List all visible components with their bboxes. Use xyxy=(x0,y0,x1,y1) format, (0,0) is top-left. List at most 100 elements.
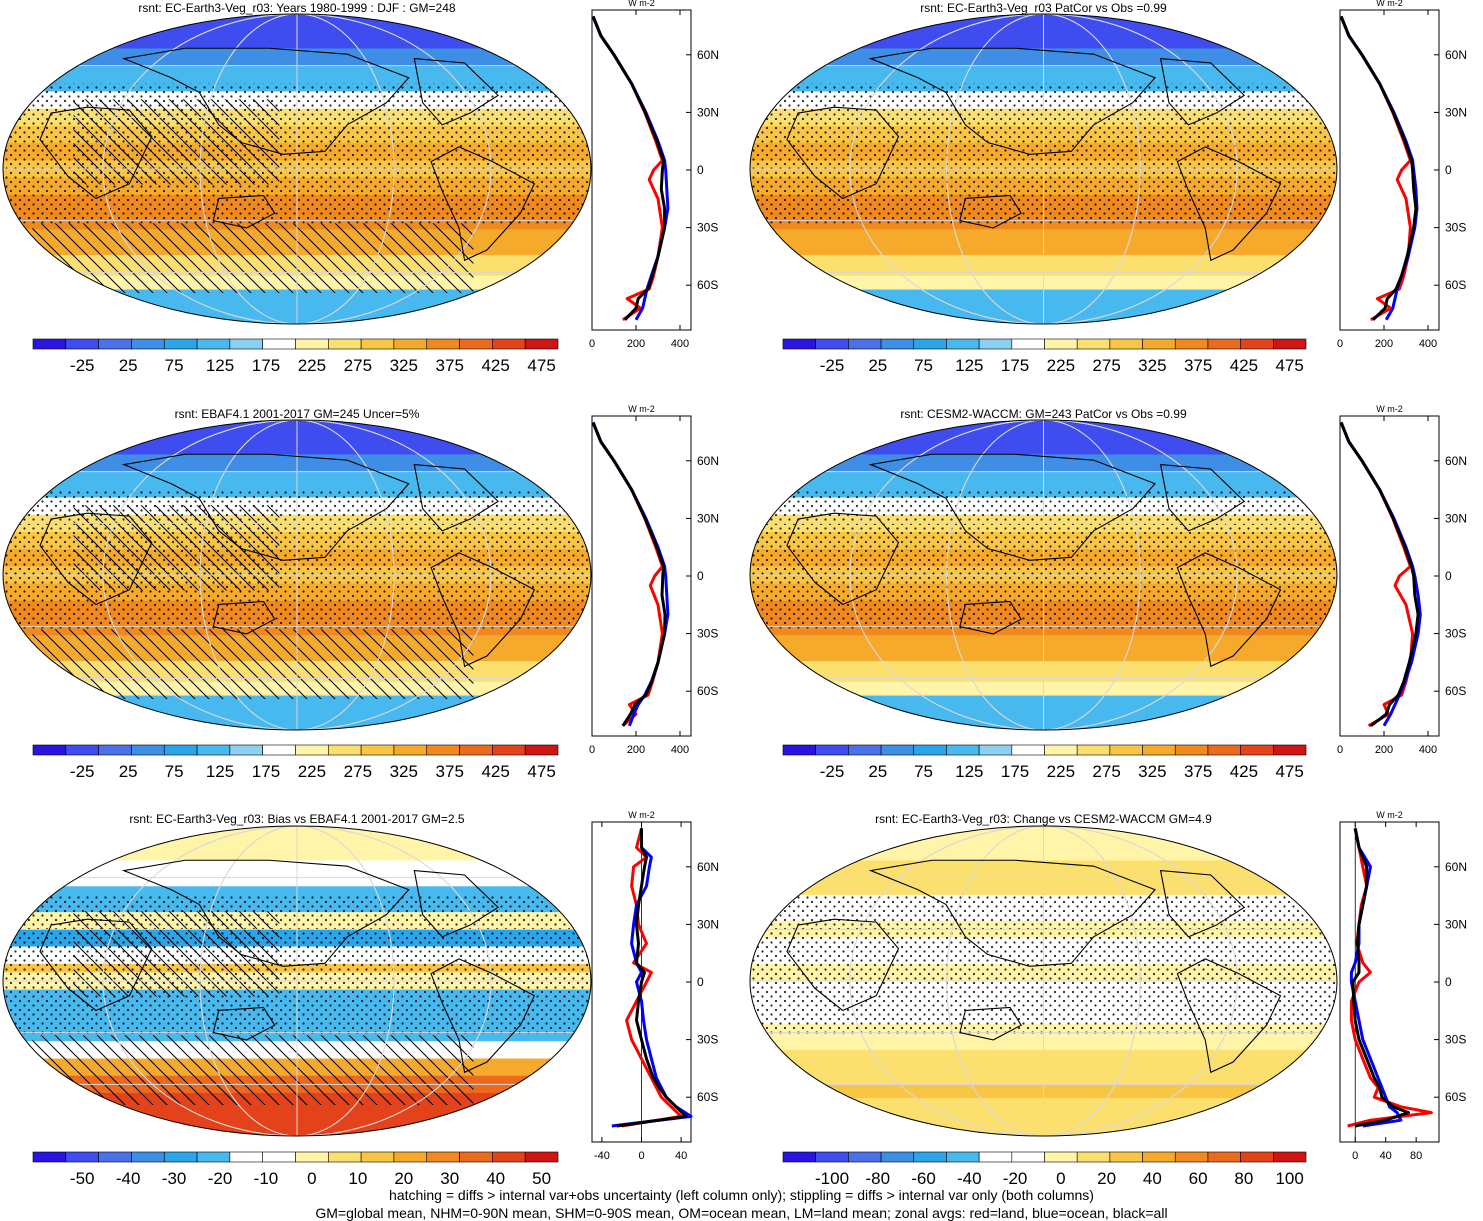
colorbar-5: -50 -40 -30 -20 -10 0 10 20 30 40 50 xyxy=(32,1151,559,1188)
colorbar-label: 125 xyxy=(206,762,234,781)
x-tick-label: 400 xyxy=(671,338,689,350)
colorbar-label: 325 xyxy=(1138,356,1166,375)
colorbar-1: -25 25 75 125 175 225 275 325 375 425 475 xyxy=(32,338,559,375)
colorbar-box xyxy=(459,338,493,350)
colorbar-box xyxy=(393,744,428,756)
hatch-region xyxy=(32,629,474,699)
panel-title-4: rsnt: CESM2-WACCM: GM=243 PatCor vs Obs … xyxy=(900,407,1187,421)
x-tick-label: 0 xyxy=(589,338,595,350)
lat-tick-label: 30S xyxy=(1445,221,1466,235)
lat-tick-label: 60N xyxy=(697,48,719,62)
colorbar-label: 275 xyxy=(1092,356,1120,375)
map-border xyxy=(2,419,592,731)
colorbar-label: -20 xyxy=(1003,1169,1028,1188)
colorbar-4: -25 25 75 125 175 225 275 325 375 425 475 xyxy=(782,744,1307,781)
colorbar-box xyxy=(32,744,67,756)
colorbar-box xyxy=(1142,744,1176,756)
gridline-lon xyxy=(199,14,395,324)
zonal-units: W m-2 xyxy=(628,810,655,820)
colorbar-box xyxy=(393,1151,428,1163)
colorbar-box xyxy=(1011,744,1045,756)
map-border xyxy=(749,825,1338,1137)
x-tick-label: 0 xyxy=(1352,1150,1358,1162)
colorbar-box xyxy=(229,744,263,756)
colorbar-box xyxy=(131,1151,165,1163)
gridline-lon xyxy=(102,14,492,324)
colorbar-box xyxy=(880,338,915,350)
x-tick-label: 200 xyxy=(1375,744,1393,756)
colorbar-box xyxy=(1240,1151,1274,1163)
coastline xyxy=(413,463,499,532)
colorbar-box xyxy=(1174,338,1209,350)
lat-tick-label: 60N xyxy=(697,454,719,468)
colorbar-label: 325 xyxy=(390,356,418,375)
lat-tick-label: 60S xyxy=(697,1090,718,1104)
colorbar-box xyxy=(262,744,296,756)
coastline xyxy=(121,453,410,561)
colorbar-box xyxy=(1044,1151,1078,1163)
hatch-region xyxy=(32,223,474,293)
colorbar-box xyxy=(196,744,231,756)
zonal-panel-1: 60N 30N 0 30S 60S 0 200 400 W m-2 xyxy=(589,0,719,350)
colorbar-box xyxy=(131,338,165,350)
lat-tick-label: 30N xyxy=(697,917,719,931)
colorbar-label: 30 xyxy=(440,1169,459,1188)
colorbar-box xyxy=(328,338,362,350)
x-tick-label: -40 xyxy=(594,1150,610,1162)
colorbar-box xyxy=(782,1151,816,1163)
colorbar-box xyxy=(815,1151,849,1163)
colorbar-label: 225 xyxy=(1047,762,1075,781)
colorbar-label: 40 xyxy=(1143,1169,1162,1188)
colorbar-box xyxy=(262,1151,296,1163)
colorbar-box xyxy=(163,744,198,756)
coastline xyxy=(959,194,1022,229)
gridline-lon xyxy=(102,826,492,1136)
colorbar-box xyxy=(163,338,198,350)
colorbar-label: -40 xyxy=(116,1169,141,1188)
colorbar-6: -100 -80 -60 -40 -20 0 20 40 60 80 100 xyxy=(782,1151,1307,1188)
zonal-line-black xyxy=(1339,15,1418,321)
colorbar-label: 475 xyxy=(1275,356,1303,375)
map-border xyxy=(2,825,592,1137)
coastline xyxy=(39,918,153,1012)
lat-tick-label: 60N xyxy=(1445,860,1467,874)
lat-tick-label: 30N xyxy=(697,105,719,119)
map-panel-4 xyxy=(749,419,1338,731)
lat-tick-label: 30S xyxy=(697,221,718,235)
gridline-lon xyxy=(102,420,492,730)
lat-tick-label: 0 xyxy=(1445,569,1452,583)
colorbar-label: -10 xyxy=(254,1169,279,1188)
colorbar-box xyxy=(1109,1151,1143,1163)
zonal-line-red xyxy=(1347,828,1433,1128)
colorbar-label: 175 xyxy=(252,356,280,375)
coastline xyxy=(1159,869,1246,938)
colorbar-label: 0 xyxy=(1056,1169,1065,1188)
colorbar-box xyxy=(459,1151,493,1163)
zonal-units: W m-2 xyxy=(628,0,655,8)
coastline xyxy=(121,859,410,967)
colorbar-box xyxy=(848,744,882,756)
colorbar-label: 275 xyxy=(344,762,372,781)
zonal-line-black xyxy=(591,15,667,321)
zonal-line-black xyxy=(616,828,688,1128)
x-tick-label: 200 xyxy=(627,338,645,350)
x-tick-label: 80 xyxy=(1410,1150,1422,1162)
coastline xyxy=(868,453,1156,561)
colorbar-box xyxy=(1076,744,1111,756)
colorbar-label: 375 xyxy=(436,762,464,781)
colorbar-label: 275 xyxy=(1092,762,1120,781)
gridline-lon xyxy=(849,826,1238,1136)
colorbar-box xyxy=(946,338,980,350)
coastline xyxy=(1159,57,1246,126)
colorbar-label: 375 xyxy=(436,356,464,375)
colorbar-box xyxy=(295,338,329,350)
coastline xyxy=(868,859,1156,967)
colorbar-label: 375 xyxy=(1184,356,1212,375)
hatch-region xyxy=(32,1035,474,1105)
map-border xyxy=(2,13,592,325)
zonal-frame xyxy=(1339,415,1440,737)
colorbar-label: 20 xyxy=(1097,1169,1116,1188)
colorbar-box xyxy=(848,1151,882,1163)
zonal-line-black xyxy=(591,421,667,727)
